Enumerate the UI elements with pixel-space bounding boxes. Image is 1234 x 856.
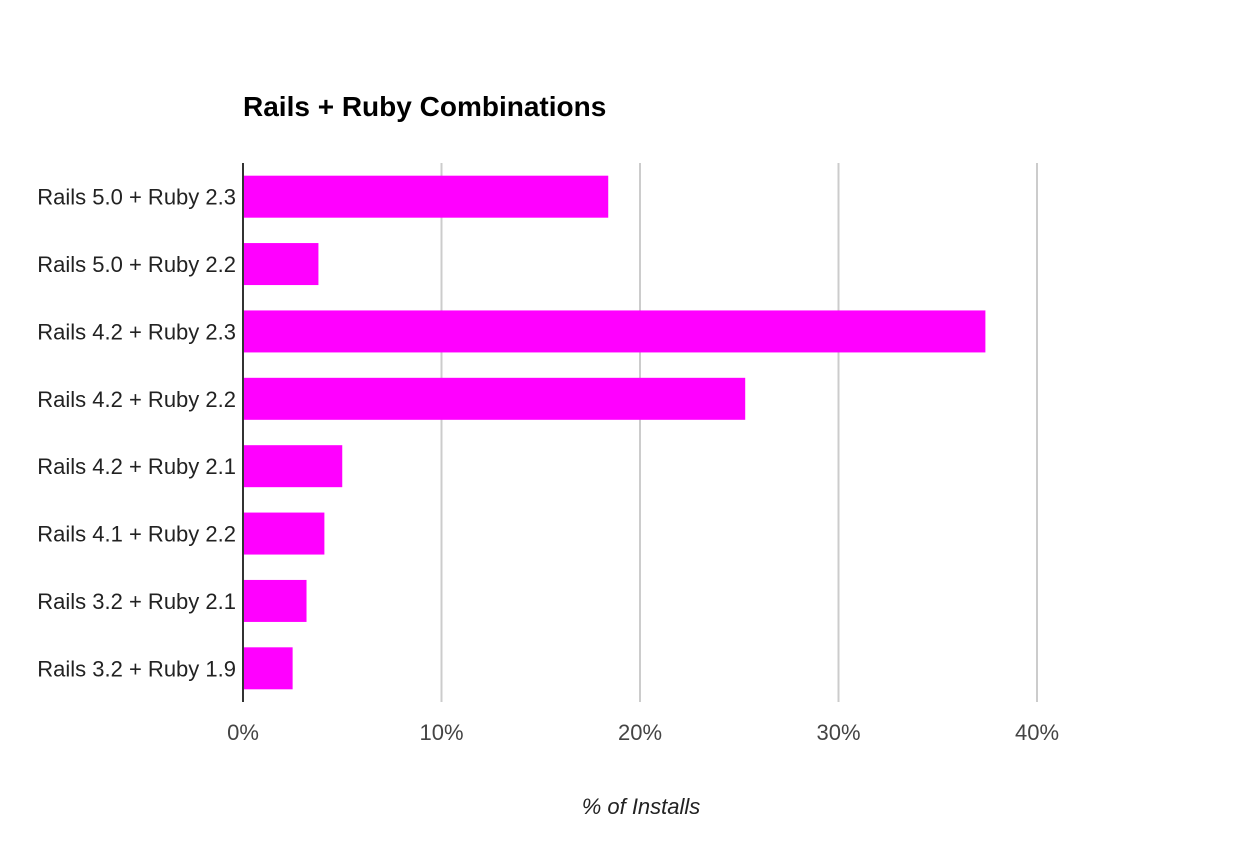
category-label-7: Rails 3.2 + Ruby 1.9 bbox=[37, 656, 236, 681]
x-axis-title: % of Installs bbox=[582, 794, 701, 819]
bar-6 bbox=[243, 579, 307, 622]
x-tick-label-4: 40% bbox=[1015, 720, 1059, 745]
bar-5 bbox=[243, 512, 325, 555]
category-label-3: Rails 4.2 + Ruby 2.2 bbox=[37, 387, 236, 412]
bar-4 bbox=[243, 445, 343, 488]
x-tick-label-3: 30% bbox=[816, 720, 860, 745]
category-label-2: Rails 4.2 + Ruby 2.3 bbox=[37, 319, 236, 344]
gridlines bbox=[440, 163, 1038, 702]
x-tick-labels: 0% 10% 20% 30% 40% bbox=[227, 720, 1059, 745]
bar-7 bbox=[243, 647, 293, 690]
category-labels: Rails 5.0 + Ruby 2.3 Rails 5.0 + Ruby 2.2… bbox=[37, 185, 236, 682]
x-tick-label-0: 0% bbox=[227, 720, 259, 745]
category-label-5: Rails 4.1 + Ruby 2.2 bbox=[37, 522, 236, 547]
bar-0 bbox=[243, 175, 609, 218]
category-label-6: Rails 3.2 + Ruby 2.1 bbox=[37, 589, 236, 614]
bar-3 bbox=[243, 377, 746, 420]
bars bbox=[243, 175, 986, 690]
category-label-4: Rails 4.2 + Ruby 2.1 bbox=[37, 454, 236, 479]
chart-title: Rails + Ruby Combinations bbox=[243, 91, 606, 122]
x-tick-label-1: 10% bbox=[419, 720, 463, 745]
bar-1 bbox=[243, 243, 319, 286]
category-label-0: Rails 5.0 + Ruby 2.3 bbox=[37, 185, 236, 210]
x-tick-label-2: 20% bbox=[618, 720, 662, 745]
bar-2 bbox=[243, 310, 986, 353]
category-label-1: Rails 5.0 + Ruby 2.2 bbox=[37, 252, 236, 277]
